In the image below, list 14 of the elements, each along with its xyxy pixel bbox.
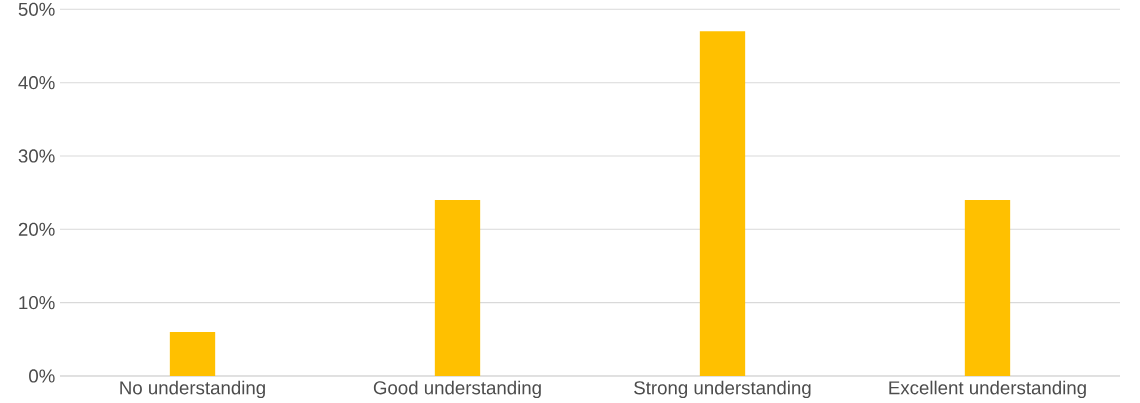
bar	[699, 31, 746, 377]
y-tick-label: 10%	[19, 296, 55, 310]
bar	[169, 332, 216, 377]
y-tick-label: 40%	[18, 76, 55, 90]
y-tick-label: 0%	[29, 369, 55, 383]
x-tick-label: No understanding	[120, 380, 265, 399]
x-tick-label: Excellent understanding	[889, 380, 1086, 399]
y-tick-label: 30%	[18, 149, 55, 163]
bar	[964, 200, 1011, 377]
x-tick-label: Strong understanding	[634, 380, 811, 399]
bar	[434, 200, 481, 377]
y-tick-label: 50%	[18, 2, 55, 17]
y-tick-label: 20%	[18, 222, 55, 237]
x-tick-label: Good understanding	[373, 380, 541, 399]
